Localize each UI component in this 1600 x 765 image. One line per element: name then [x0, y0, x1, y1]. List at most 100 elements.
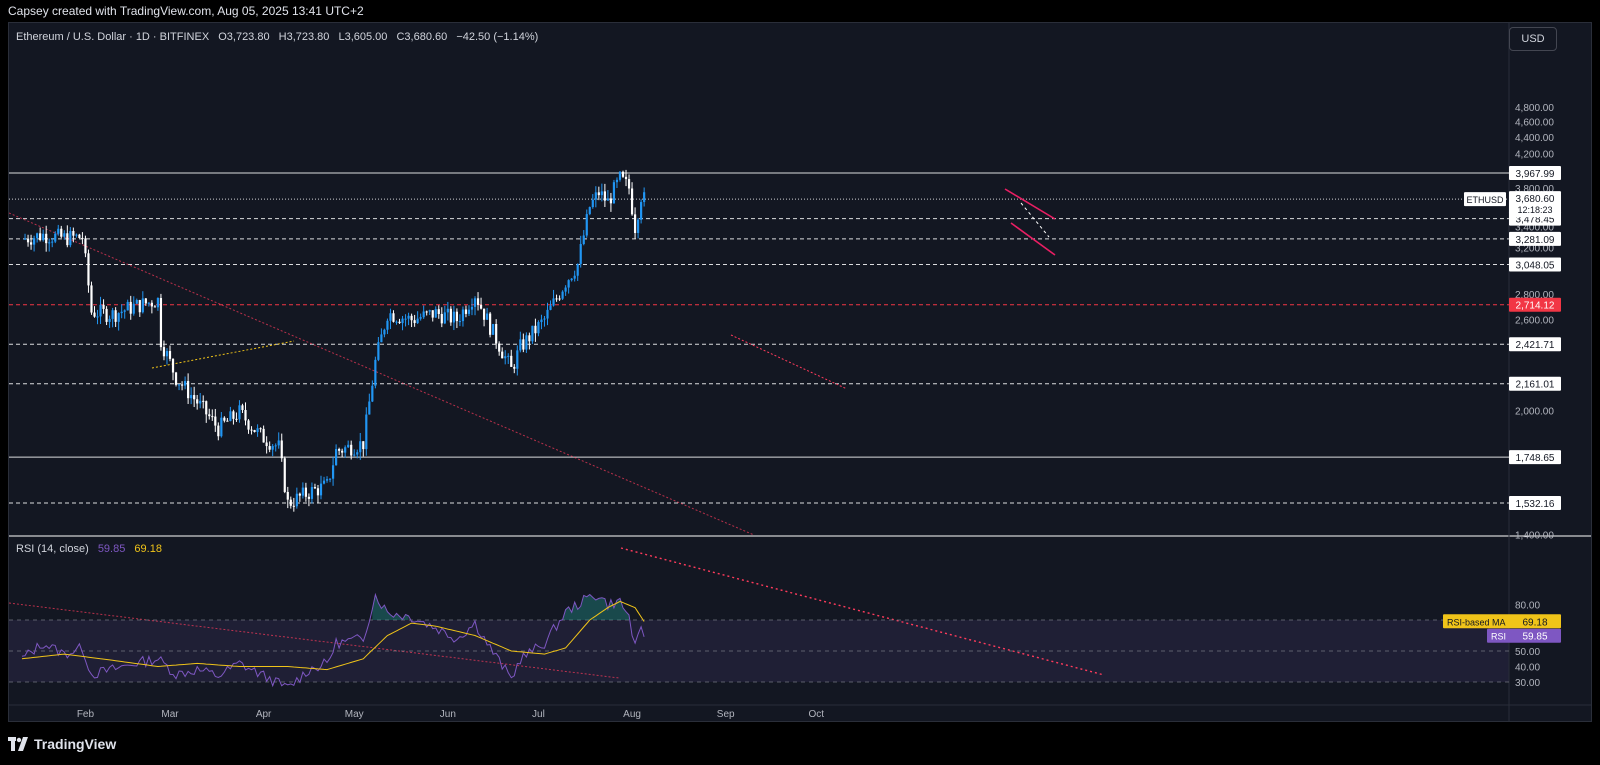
bullish-candle[interactable]: [591, 199, 594, 208]
bearish-candle[interactable]: [250, 429, 253, 431]
bullish-candle[interactable]: [389, 313, 392, 321]
bullish-candle[interactable]: [368, 401, 371, 415]
bullish-candle[interactable]: [576, 264, 579, 276]
bearish-candle[interactable]: [26, 238, 30, 243]
bearish-candle[interactable]: [304, 487, 307, 497]
bearish-candle[interactable]: [262, 428, 265, 443]
bullish-candle[interactable]: [594, 192, 597, 200]
bullish-candle[interactable]: [582, 235, 585, 245]
bearish-candle[interactable]: [501, 351, 504, 359]
bullish-candle[interactable]: [123, 310, 126, 312]
bullish-candle[interactable]: [23, 238, 27, 240]
bullish-candle[interactable]: [637, 219, 640, 233]
bearish-candle[interactable]: [482, 308, 486, 320]
bearish-candle[interactable]: [144, 298, 147, 304]
bearish-candle[interactable]: [129, 301, 132, 314]
bearish-candle[interactable]: [259, 428, 262, 430]
bullish-candle[interactable]: [63, 233, 66, 237]
bullish-candle[interactable]: [504, 356, 507, 359]
bearish-candle[interactable]: [265, 442, 268, 447]
bullish-candle[interactable]: [96, 316, 99, 318]
bullish-candle[interactable]: [75, 234, 78, 236]
bearish-candle[interactable]: [66, 233, 69, 246]
bullish-candle[interactable]: [111, 310, 114, 319]
bullish-candle[interactable]: [359, 441, 362, 453]
bearish-candle[interactable]: [90, 285, 93, 313]
bullish-candle[interactable]: [422, 311, 425, 318]
rsi-ma-line[interactable]: [21, 600, 645, 671]
bullish-candle[interactable]: [428, 310, 431, 312]
bullish-candle[interactable]: [383, 329, 386, 335]
bearish-candle[interactable]: [162, 347, 166, 357]
bullish-candle[interactable]: [274, 445, 277, 447]
bullish-candle[interactable]: [585, 214, 588, 236]
bearish-candle[interactable]: [81, 237, 84, 239]
flag-lower-line[interactable]: [1010, 222, 1056, 256]
bearish-candle[interactable]: [316, 488, 320, 496]
bullish-candle[interactable]: [220, 417, 223, 437]
bearish-candle[interactable]: [226, 420, 229, 422]
bearish-candle[interactable]: [431, 310, 434, 318]
bearish-candle[interactable]: [630, 188, 634, 215]
bullish-candle[interactable]: [525, 335, 528, 350]
bullish-candle[interactable]: [615, 179, 619, 183]
bearish-candle[interactable]: [202, 400, 205, 402]
bearish-candle[interactable]: [350, 444, 353, 456]
bullish-candle[interactable]: [147, 302, 150, 304]
bearish-candle[interactable]: [193, 395, 196, 400]
bullish-candle[interactable]: [537, 322, 540, 334]
bullish-candle[interactable]: [177, 384, 181, 386]
bullish-candle[interactable]: [573, 275, 576, 279]
bullish-candle[interactable]: [156, 298, 160, 308]
bearish-candle[interactable]: [180, 384, 184, 386]
bearish-candle[interactable]: [498, 343, 501, 352]
bullish-candle[interactable]: [347, 444, 350, 448]
bullish-candle[interactable]: [117, 313, 120, 322]
bullish-candle[interactable]: [549, 305, 552, 310]
bearish-candle[interactable]: [168, 351, 172, 359]
rsi-title[interactable]: RSI (14, close): [16, 543, 89, 555]
bearish-candle[interactable]: [150, 302, 153, 307]
currency-button[interactable]: USD: [1509, 27, 1557, 51]
bearish-candle[interactable]: [247, 420, 250, 430]
bearish-candle[interactable]: [114, 310, 117, 322]
bullish-candle[interactable]: [507, 355, 510, 357]
bearish-candle[interactable]: [84, 238, 87, 254]
bearish-candle[interactable]: [29, 242, 33, 245]
bearish-candle[interactable]: [621, 171, 625, 177]
bearish-candle[interactable]: [449, 308, 452, 323]
bullish-candle[interactable]: [69, 231, 72, 246]
bullish-candle[interactable]: [184, 381, 187, 386]
bullish-candle[interactable]: [353, 454, 356, 456]
bullish-candle[interactable]: [229, 411, 232, 422]
bearish-candle[interactable]: [211, 416, 214, 418]
bullish-candle[interactable]: [301, 487, 304, 496]
bearish-candle[interactable]: [138, 300, 141, 313]
bullish-candle[interactable]: [640, 202, 643, 220]
bearish-candle[interactable]: [253, 430, 256, 433]
bullish-candle[interactable]: [120, 311, 123, 314]
bullish-candle[interactable]: [404, 318, 407, 320]
june-trendline[interactable]: [730, 334, 848, 390]
bullish-candle[interactable]: [141, 298, 144, 313]
bullish-candle[interactable]: [57, 228, 60, 234]
bullish-candle[interactable]: [612, 182, 616, 204]
bearish-candle[interactable]: [289, 499, 292, 506]
bullish-candle[interactable]: [344, 447, 347, 453]
bearish-candle[interactable]: [223, 417, 226, 421]
bearish-candle[interactable]: [217, 425, 220, 437]
bearish-candle[interactable]: [292, 505, 295, 507]
tradingview-logo[interactable]: TradingView: [8, 736, 116, 752]
bearish-candle[interactable]: [513, 366, 516, 369]
bullish-candle[interactable]: [416, 318, 419, 324]
bearish-candle[interactable]: [338, 449, 341, 451]
bullish-candle[interactable]: [461, 309, 465, 322]
downtrend-line[interactable]: [9, 212, 755, 536]
bearish-candle[interactable]: [633, 214, 637, 233]
bullish-candle[interactable]: [380, 334, 383, 343]
bullish-candle[interactable]: [579, 244, 582, 265]
rsi-line[interactable]: [21, 592, 645, 688]
bearish-candle[interactable]: [159, 298, 163, 348]
bearish-candle[interactable]: [476, 298, 480, 305]
bullish-candle[interactable]: [546, 309, 549, 319]
